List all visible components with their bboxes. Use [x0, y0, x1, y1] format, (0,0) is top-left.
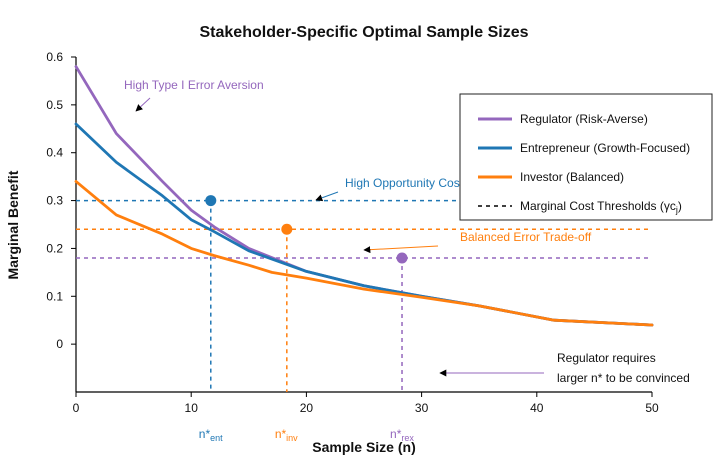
x-tick-label: 20: [300, 401, 314, 415]
entrepreneur-optimal-point: [205, 195, 217, 207]
regulator-optimal-label: n*rex: [390, 427, 414, 443]
legend-regulator-label: Regulator (Risk-Averse): [520, 112, 648, 126]
y-axis-label: Marginal Benefit: [5, 170, 21, 279]
legend: Regulator (Risk-Averse) Entrepreneur (Gro…: [459, 93, 713, 221]
y-tick-label: 0.2: [46, 241, 63, 255]
annotation-opportunity-cost: High Opportunity Cost: [345, 176, 464, 190]
x-axis-label: Sample Size (n): [312, 439, 415, 455]
investor-optimal-label: n*inv: [275, 427, 298, 443]
x-tick-label: 0: [73, 401, 80, 415]
investor-series-line: [74, 180, 654, 327]
legend-entrepreneur-label: Entrepreneur (Growth-Focused): [520, 141, 690, 155]
y-tick-label: 0.5: [46, 98, 63, 112]
annotation-regulator-line-2: larger n* to be convinced: [557, 371, 690, 385]
plot-area: 0.6 0.5 0.4 0.3 0.2 0.1 0 0 10 20 30 40 50 n*ent n*inv…: [46, 50, 689, 443]
annotation-type-i-error: High Type I Error Aversion: [124, 78, 264, 92]
annotation-regulator-line-1: Regulator requires: [557, 351, 656, 365]
annotation-arrow-type-i-error: [135, 97, 151, 112]
x-tick-label: 50: [645, 401, 659, 415]
y-tick-label: 0.6: [46, 50, 63, 64]
y-tick-label: 0.4: [46, 146, 63, 160]
y-tick-label: 0: [56, 337, 63, 351]
y-tick-label: 0.1: [46, 289, 63, 303]
x-tick-label: 40: [530, 401, 544, 415]
chart-title: Stakeholder-Specific Optimal Sample Size…: [200, 24, 529, 41]
entrepreneur-optimal-label: n*ent: [199, 427, 223, 443]
legend-investor-label: Investor (Balanced): [520, 170, 624, 184]
regulator-optimal-point: [396, 252, 408, 264]
annotation-arrow-opportunity-cost: [315, 191, 339, 202]
annotation-arrow-balanced-error: [363, 245, 439, 254]
annotation-balanced-error: Balanced Error Trade-off: [460, 230, 592, 244]
y-tick-label: 0.3: [46, 194, 63, 208]
legend-box: [459, 93, 713, 221]
investor-optimal-point: [281, 223, 293, 235]
legend-threshold-label: Marginal Cost Thresholds (γcj): [520, 199, 682, 215]
x-tick-label: 30: [415, 401, 429, 415]
x-tick-label: 10: [185, 401, 199, 415]
